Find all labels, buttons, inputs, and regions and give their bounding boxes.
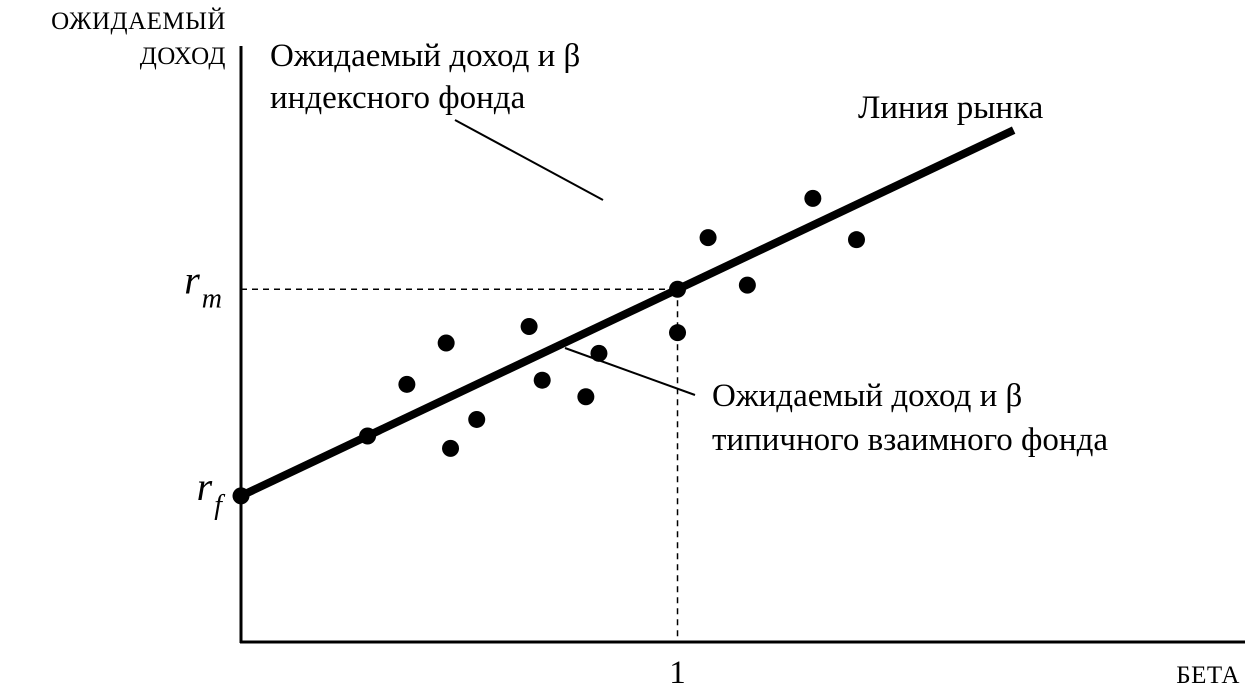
mutual-fund-annotation-line-2: типичного взаимного фонда (712, 422, 1108, 458)
fund-point (359, 427, 377, 445)
fund-point (520, 317, 538, 335)
fund-point (738, 276, 756, 294)
fund-point (398, 375, 416, 393)
y-tick-label-rm-sub: m (202, 283, 222, 314)
index-fund-annotation-line-1: Ожидаемый доход и β (270, 38, 580, 74)
y-axis-label-line-2: ДОХОД (140, 43, 226, 70)
y-tick-label-rf-main: r (197, 464, 213, 509)
market-line-label: Линия рынка (858, 90, 1044, 126)
fund-points (232, 189, 865, 505)
risk-free-point (232, 487, 250, 505)
y-tick-label-rf-sub: f (214, 490, 225, 521)
x-tick-label-1: 1 (669, 655, 686, 686)
mutual-fund-annotation-line-1: Ожидаемый доход и β (712, 378, 1022, 414)
fund-point (804, 189, 822, 207)
y-tick-label-rf: rf (197, 464, 226, 521)
index-fund-annotation-line-2: индексного фонда (270, 80, 526, 116)
index-fund-point (669, 280, 687, 298)
mutual-fund-leader-line (564, 347, 696, 396)
fund-point (590, 344, 608, 362)
x-axis-label: БЕТА (1176, 662, 1240, 686)
y-tick-label-rm: rm (184, 257, 222, 314)
fund-point (669, 324, 687, 342)
fund-point (577, 388, 595, 406)
fund-point (437, 334, 455, 352)
fund-point (468, 410, 486, 428)
fund-point (442, 439, 460, 457)
fund-point (533, 371, 551, 389)
fund-point (699, 229, 717, 247)
y-tick-label-rm-main: r (184, 257, 200, 302)
index-fund-leader-line (454, 119, 604, 201)
y-axis-label-line-1: ОЖИДАЕМЫЙ (51, 7, 226, 35)
fund-point (847, 231, 865, 249)
